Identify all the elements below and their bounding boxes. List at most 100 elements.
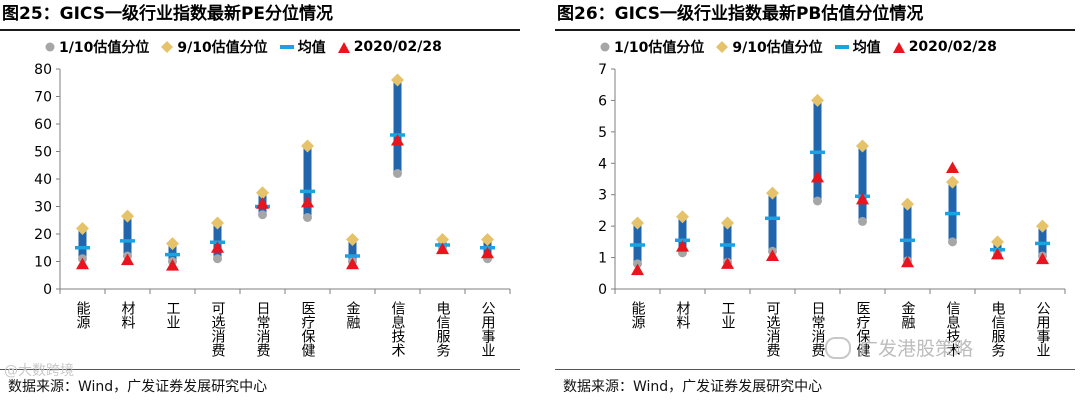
- gold-diamond-icon: [161, 41, 174, 53]
- latest-point: [721, 257, 734, 269]
- latest-point: [166, 259, 179, 271]
- latest-point: [631, 263, 644, 276]
- latest-point: [436, 242, 449, 255]
- latest-point: [766, 249, 779, 261]
- x-tick-label: 可选消费: [210, 301, 226, 357]
- x-tick-label: 信息技术: [390, 301, 406, 357]
- red-triangle-icon: [892, 41, 905, 53]
- y-tick-label: 50: [34, 145, 52, 161]
- bottom-divider: [0, 369, 520, 370]
- chart-title: 图26：GICS一级行业指数最新PB估值分位情况: [557, 4, 924, 24]
- pe-plot-area: 0 10 20 30 40 50 60 70 80 能源 材料 工业 可选消费 日常消费 医疗保健 金融 信息技…: [34, 62, 511, 358]
- latest-point: [676, 240, 689, 252]
- y-tick-label: 1: [598, 251, 607, 267]
- chart-legend: 1/10估值分位 9/10估值分位 均值 2020/02/28: [600, 37, 1009, 57]
- chart-legend: 1/10估值分位 9/10估值分位 均值 2020/02/28: [45, 37, 454, 57]
- y-tick-label: 4: [598, 156, 607, 172]
- p90-point: [256, 186, 269, 200]
- legend-label-p10: 1/10估值分位: [614, 40, 705, 56]
- mean-marker: [765, 216, 780, 221]
- latest-point: [211, 241, 224, 253]
- latest-point: [1036, 252, 1049, 265]
- p90-point: [766, 186, 779, 200]
- legend-item-p90: 9/10估值分位: [716, 37, 823, 57]
- pb-chart-panel: 图26：GICS一级行业指数最新PB估值分位情况 1/10估值分位 9/10估值…: [555, 0, 1075, 404]
- legend-item-latest: 2020/02/28: [337, 39, 442, 55]
- legend-label-latest: 2020/02/28: [353, 39, 442, 55]
- mean-marker: [300, 189, 315, 194]
- title-divider: [0, 29, 520, 31]
- p90-point: [811, 93, 824, 107]
- watermark: 广发港股策略: [825, 334, 973, 361]
- gray-dot-icon: [45, 42, 55, 52]
- x-tick-label: 可选消费: [765, 301, 781, 357]
- mean-marker: [630, 243, 645, 247]
- x-tick-label: 公用事业: [480, 301, 496, 357]
- y-tick-label: 0: [598, 282, 607, 298]
- latest-point: [76, 257, 89, 270]
- p90-point: [211, 216, 224, 230]
- latest-point: [811, 170, 824, 183]
- p90-point: [946, 175, 959, 189]
- gold-diamond-icon: [716, 41, 729, 53]
- bottom-divider: [555, 369, 1075, 370]
- y-tick-label: 20: [34, 227, 52, 243]
- latest-point: [856, 192, 869, 205]
- mean-marker: [165, 252, 180, 257]
- legend-item-p10: 1/10估值分位: [45, 37, 149, 57]
- mean-marker: [945, 211, 960, 216]
- mean-marker: [810, 150, 825, 155]
- p90-point: [346, 233, 359, 246]
- p90-point: [856, 139, 869, 153]
- legend-item-latest: 2020/02/28: [892, 39, 997, 55]
- legend-label-p90: 9/10估值分位: [177, 40, 268, 56]
- p90-point: [631, 216, 644, 230]
- p10-point: [393, 169, 402, 178]
- y-tick-label: 80: [34, 62, 52, 78]
- y-tick-label: 3: [598, 188, 607, 204]
- latest-point: [901, 255, 914, 268]
- y-tick-label: 2: [598, 219, 607, 235]
- p90-point: [901, 197, 914, 211]
- p90-point: [481, 233, 494, 246]
- legend-label-latest: 2020/02/28: [908, 39, 997, 55]
- pb-plot-area: 0 1 2 3 4 5 6 7 能源 材料 工业 可选消费 日常消费 医疗保健 金融 信息技术 电信服务 公用事业: [598, 62, 1066, 358]
- p10-point: [948, 237, 957, 247]
- latest-point: [391, 134, 404, 146]
- y-tick-label: 10: [34, 255, 52, 271]
- blue-dash-icon: [279, 45, 294, 49]
- x-tick-label: 工业: [165, 301, 181, 329]
- p10-point: [303, 213, 312, 222]
- mean-marker: [1035, 241, 1050, 246]
- x-tick-label: 材料: [675, 301, 691, 329]
- latest-point: [946, 161, 959, 173]
- x-tick-label: 电信服务: [435, 301, 451, 357]
- watermark-text: 广发港股策略: [859, 338, 974, 360]
- latest-point: [301, 195, 314, 208]
- p90-point: [121, 209, 134, 223]
- p90-point: [676, 210, 689, 224]
- latest-point: [481, 246, 494, 259]
- x-tick-label: 能源: [630, 301, 646, 329]
- mean-marker: [75, 246, 90, 250]
- x-tick-label: 信息技术: [945, 301, 961, 357]
- p90-point: [436, 233, 449, 246]
- title-divider: [555, 29, 1075, 31]
- x-tick-label: 公用事业: [1035, 301, 1051, 357]
- legend-label-mean: 均值: [297, 40, 326, 56]
- latest-point: [346, 257, 359, 270]
- x-tick-label: 医疗保健: [300, 301, 316, 358]
- x-tick-label: 日常消费: [255, 301, 271, 357]
- legend-label-mean: 均值: [852, 40, 881, 56]
- blue-dash-icon: [834, 45, 849, 49]
- pe-chart-panel: 图25：GICS一级行业指数最新PE分位情况 1/10估值分位 9/10估值分位…: [0, 0, 520, 404]
- x-tick-label: 金融: [900, 301, 916, 329]
- y-tick-label: 30: [34, 200, 52, 216]
- chart-title: 图25：GICS一级行业指数最新PE分位情况: [2, 4, 334, 24]
- y-tick-label: 60: [34, 117, 52, 133]
- x-tick-label: 金融: [345, 301, 361, 329]
- p90-point: [1036, 219, 1049, 233]
- legend-item-mean: 均值: [834, 37, 881, 57]
- y-tick-label: 6: [598, 93, 607, 109]
- mean-marker: [720, 243, 735, 247]
